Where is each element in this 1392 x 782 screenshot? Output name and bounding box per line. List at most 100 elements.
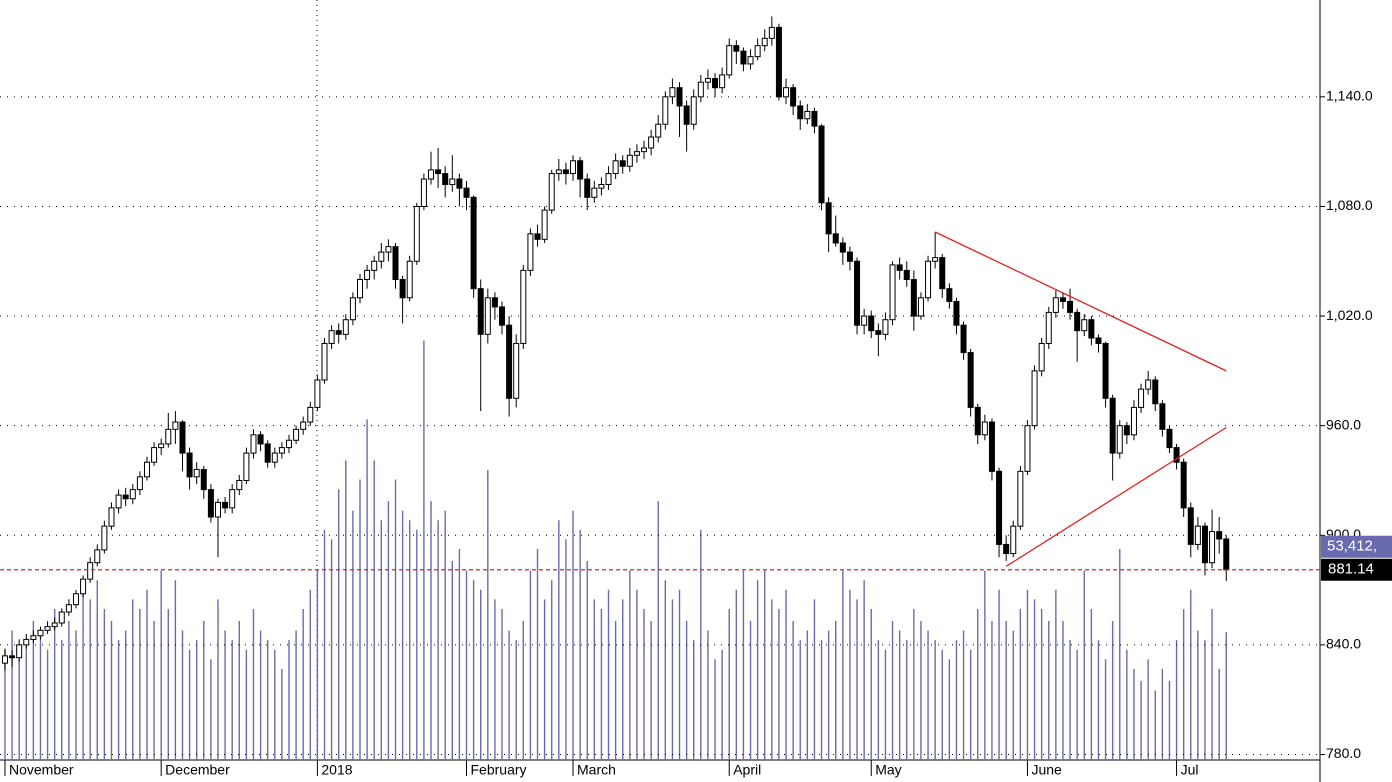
- candle-body: [101, 525, 108, 551]
- candle-body: [747, 56, 754, 65]
- x-tick-label: June: [1031, 762, 1062, 778]
- candle-body: [910, 279, 917, 317]
- candle-body: [1223, 538, 1230, 571]
- candle-body: [72, 593, 79, 606]
- candle-body: [754, 45, 761, 58]
- candle-body: [1031, 370, 1038, 427]
- candle-body: [470, 196, 477, 290]
- candle-body: [1166, 428, 1173, 449]
- candle-body: [1109, 397, 1116, 454]
- candle-body: [683, 105, 690, 125]
- candle-body: [449, 178, 456, 186]
- candle-body: [264, 443, 271, 463]
- candle-body: [65, 604, 72, 613]
- candle-body: [314, 379, 321, 408]
- candle-body: [463, 187, 470, 198]
- candle-body: [903, 269, 910, 281]
- candle-body: [577, 160, 584, 180]
- candle-body: [222, 501, 229, 509]
- candle-body: [80, 578, 87, 595]
- candle-body: [200, 469, 207, 491]
- candle-body: [342, 319, 349, 335]
- candle-body: [37, 629, 44, 637]
- candle-body: [1194, 525, 1201, 545]
- candle-body: [1102, 342, 1109, 399]
- candle-body: [626, 154, 633, 167]
- candle-body: [633, 151, 640, 156]
- candle-body: [768, 26, 775, 39]
- candle-body: [704, 78, 711, 83]
- candle-body: [896, 264, 903, 271]
- candle-body: [108, 507, 115, 527]
- candle-body: [1088, 319, 1095, 339]
- candle-body: [967, 352, 974, 408]
- candle-body: [1052, 297, 1059, 313]
- candle-body: [719, 74, 726, 89]
- candle-body: [271, 452, 278, 463]
- candle-body: [818, 125, 825, 204]
- candle-body: [243, 452, 250, 481]
- candle-body: [804, 110, 811, 120]
- candle-body: [371, 260, 378, 271]
- candle-body: [996, 470, 1003, 545]
- candle-body: [811, 110, 818, 127]
- candle-body: [122, 494, 129, 500]
- candle-body: [172, 421, 179, 430]
- candle-body: [257, 434, 264, 445]
- candle-body: [697, 81, 704, 98]
- candle-body: [662, 96, 669, 125]
- candle-body: [1201, 525, 1208, 564]
- candle-body: [143, 461, 150, 478]
- candle-body: [51, 622, 58, 628]
- candle-body: [506, 324, 513, 399]
- candle-body: [435, 169, 442, 175]
- candle-body: [229, 489, 236, 509]
- candle-body: [669, 87, 676, 98]
- candle-body: [1187, 507, 1194, 545]
- candle-body: [1159, 403, 1166, 430]
- candle-body: [612, 160, 619, 175]
- candle-body: [129, 489, 136, 500]
- candle-body: [392, 246, 399, 281]
- trendline: [934, 231, 1227, 372]
- y-tick-label: 1,020.0: [1326, 307, 1373, 323]
- candle-body: [690, 96, 697, 125]
- x-tick-label: 2018: [321, 762, 352, 778]
- candle-body: [1138, 388, 1145, 408]
- candle-body: [598, 184, 605, 189]
- candle-body: [491, 297, 498, 308]
- candle-body: [1074, 311, 1081, 332]
- last-price-box: [1321, 558, 1392, 581]
- candle-body: [236, 479, 243, 491]
- candle-body: [619, 160, 626, 167]
- candle-body: [854, 260, 861, 326]
- candle-body: [1173, 447, 1180, 463]
- candle-body: [16, 644, 23, 659]
- candle-body: [321, 342, 328, 381]
- last-price-label: 881.14: [1328, 561, 1374, 578]
- candle-body: [761, 37, 768, 47]
- candle-body: [9, 655, 16, 659]
- candle-body: [939, 257, 946, 290]
- candle-body: [882, 319, 889, 335]
- candle-body: [839, 242, 846, 253]
- candle-body: [570, 160, 577, 175]
- candle-body: [534, 233, 541, 240]
- candle-body: [1130, 406, 1137, 436]
- candle-body: [115, 494, 122, 509]
- candle-body: [214, 501, 221, 518]
- candle-body: [783, 87, 790, 98]
- x-tick-label: March: [577, 762, 616, 778]
- candle-body: [499, 306, 506, 326]
- trendline: [1005, 426, 1227, 567]
- candle-body: [300, 421, 307, 430]
- candle-body: [861, 315, 868, 326]
- candle-body: [555, 169, 562, 175]
- x-tick-label: February: [471, 762, 527, 778]
- candle-body: [946, 288, 953, 302]
- candle-body: [193, 469, 200, 478]
- candle-body: [1017, 470, 1024, 527]
- candle-body: [527, 233, 534, 271]
- candle-body: [846, 251, 853, 262]
